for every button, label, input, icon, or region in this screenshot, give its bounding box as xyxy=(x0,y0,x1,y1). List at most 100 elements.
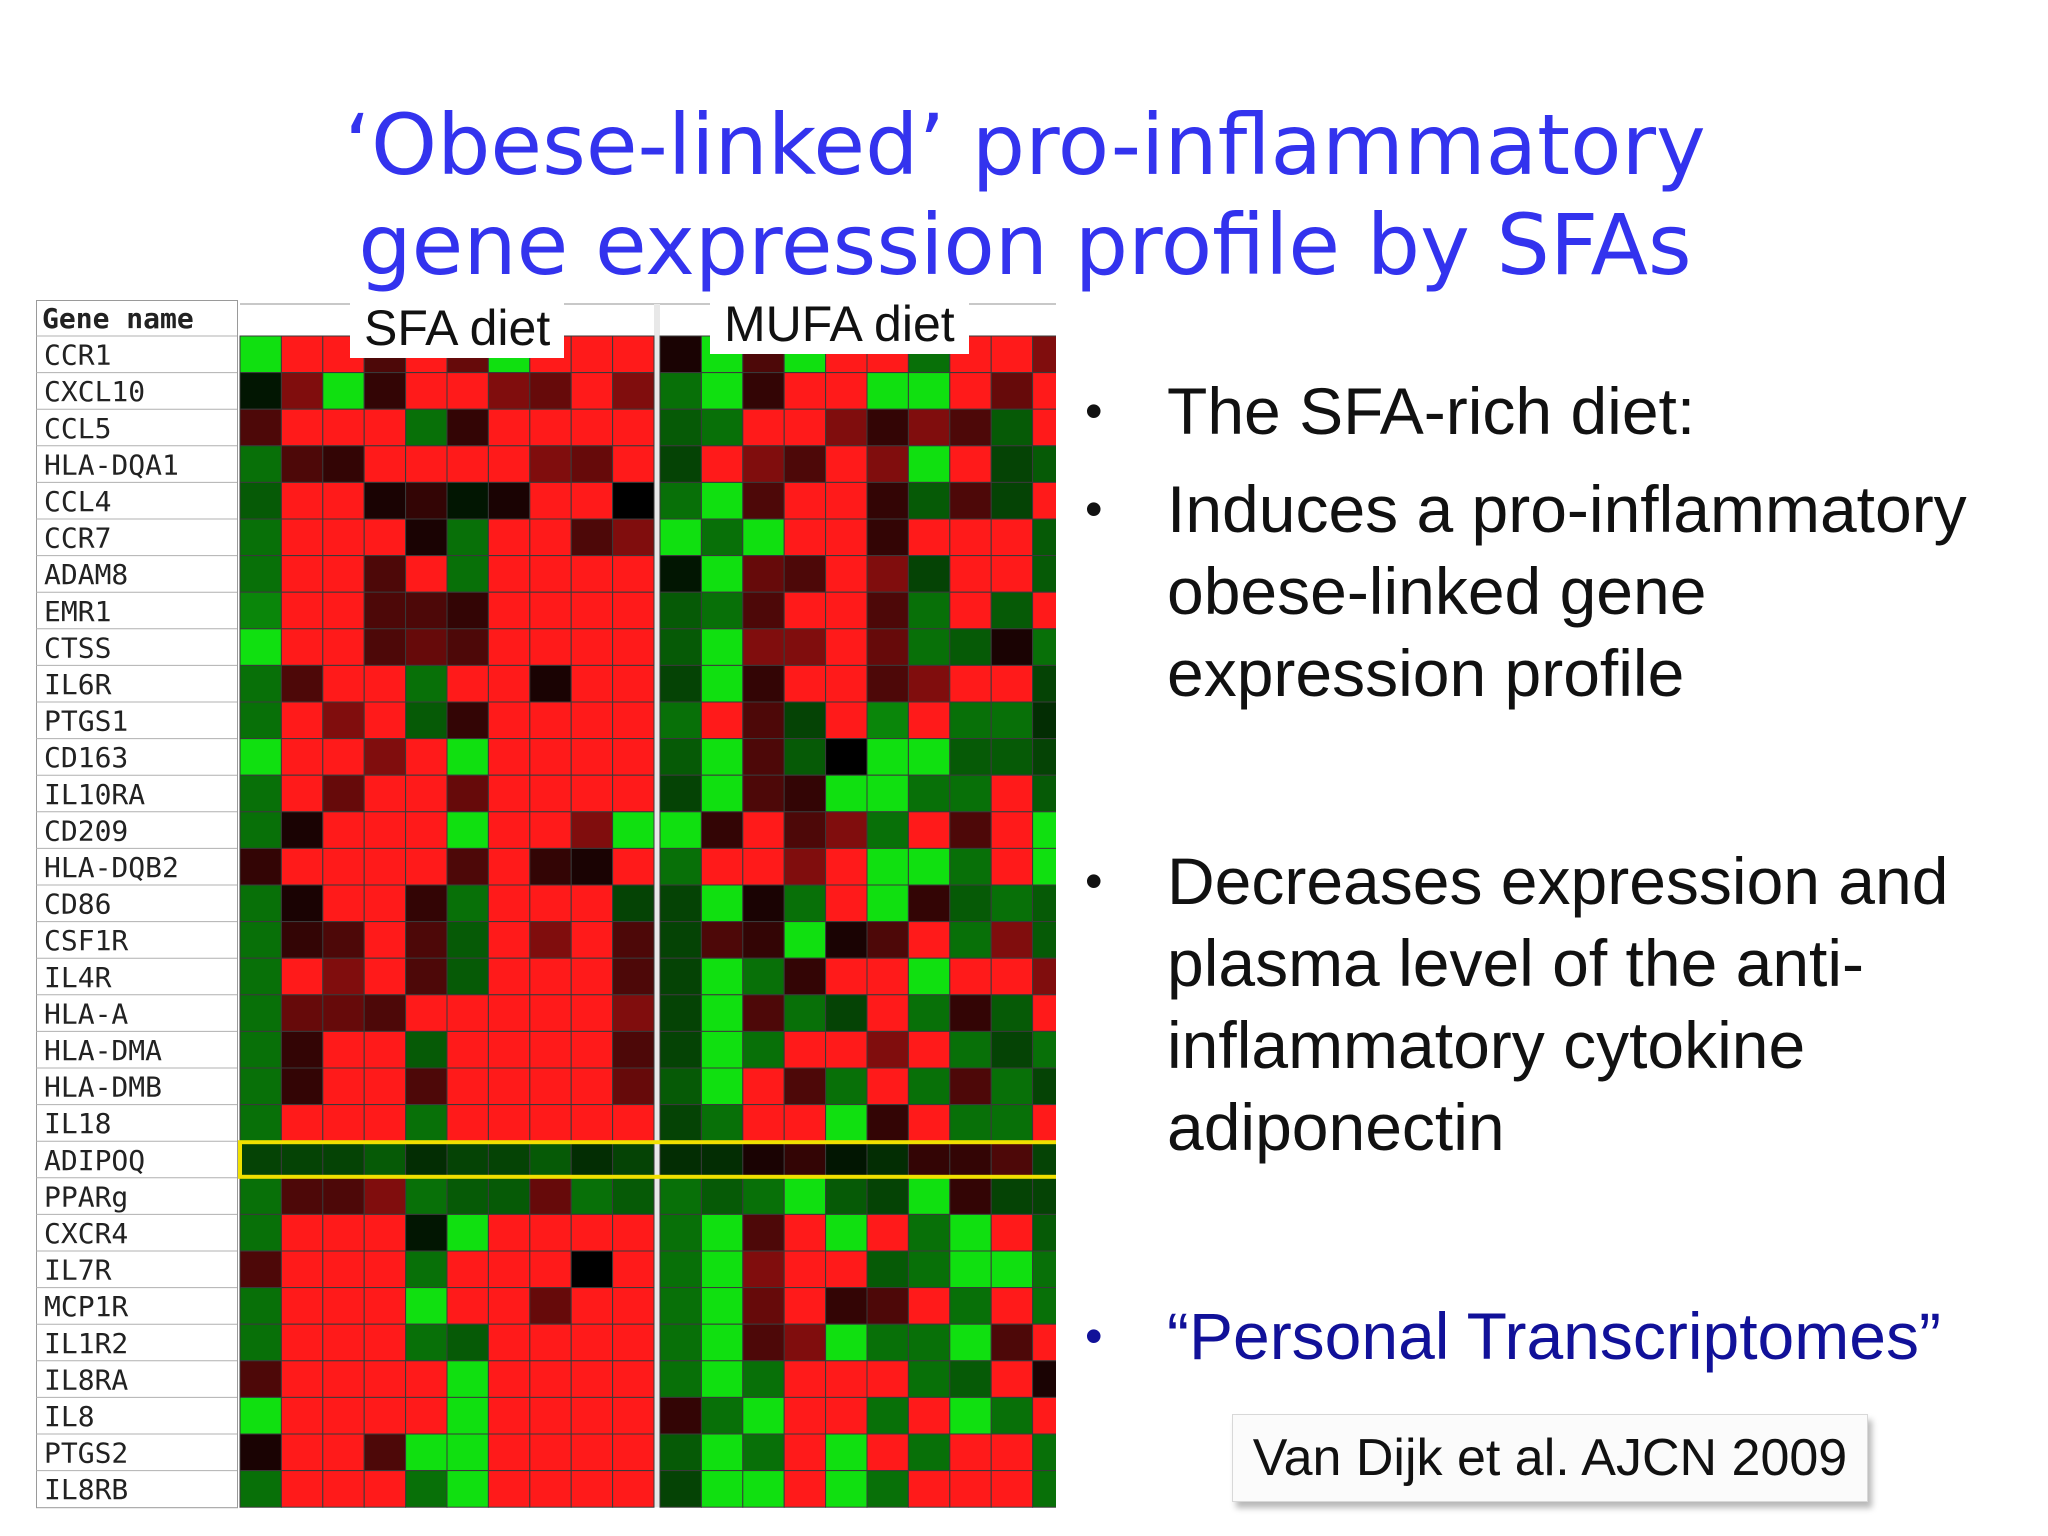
heatmap-cell xyxy=(949,1030,992,1069)
heatmap-cell xyxy=(405,481,448,520)
group-label-mufa-diet: MUFA diet xyxy=(710,294,969,354)
heatmap-cell xyxy=(990,1030,1034,1069)
heatmap-cell xyxy=(322,1360,365,1398)
heatmap-cell xyxy=(1032,1396,1056,1435)
heatmap-cell xyxy=(783,994,827,1032)
heatmap-cell xyxy=(700,738,744,776)
heatmap-cell xyxy=(529,1287,572,1325)
heatmap-cell xyxy=(280,664,324,703)
heatmap-cell xyxy=(280,555,324,593)
heatmap-cell xyxy=(825,1104,868,1142)
heatmap-cell xyxy=(783,811,827,849)
heatmap-cell xyxy=(405,1360,448,1398)
heatmap-cell xyxy=(742,591,785,630)
heatmap-cell xyxy=(700,884,744,923)
gene-label-hla-dmb: HLA-DMB xyxy=(44,1071,162,1104)
heatmap-cell xyxy=(783,555,827,593)
heatmap-cell xyxy=(866,994,909,1032)
heatmap-cell xyxy=(907,628,951,666)
heatmap-cell xyxy=(405,921,448,959)
citation-box: Van Dijk et al. AJCN 2009 xyxy=(1232,1414,1868,1502)
heatmap-cell xyxy=(783,445,827,483)
heatmap-cell xyxy=(742,1396,785,1435)
heatmap-cell xyxy=(742,921,785,959)
heatmap-cell xyxy=(825,884,868,923)
gene-name-column xyxy=(36,300,238,1509)
heatmap-cell xyxy=(280,811,324,849)
heatmap-cell xyxy=(659,994,702,1032)
gene-label-ctss: CTSS xyxy=(44,631,111,664)
heatmap-cell xyxy=(949,1433,992,1472)
heatmap-cell xyxy=(446,1396,489,1435)
heatmap-cell xyxy=(487,372,531,410)
heatmap-cell xyxy=(700,1213,744,1252)
heatmap-cell xyxy=(363,957,407,996)
heatmap-cell xyxy=(446,701,489,740)
heatmap-cell xyxy=(825,847,868,886)
heatmap-cell xyxy=(866,1323,909,1362)
heatmap-cell xyxy=(446,1213,489,1252)
heatmap-cell xyxy=(363,774,407,813)
heatmap-cell xyxy=(487,994,531,1032)
heatmap-cell xyxy=(742,774,785,813)
heatmap-cell xyxy=(1032,555,1056,593)
heatmap-cell xyxy=(612,591,655,630)
heatmap-cell xyxy=(700,1067,744,1106)
heatmap-cell xyxy=(405,1323,448,1362)
heatmap-cell xyxy=(322,518,365,557)
heatmap-cell xyxy=(1032,811,1056,849)
heatmap-cell xyxy=(612,335,655,374)
heatmap-cell xyxy=(529,1360,572,1398)
heatmap-cell xyxy=(990,1433,1034,1472)
bullet-item-decreases-adiponectin: • Decreases expression and plasma level … xyxy=(1085,840,2015,1168)
heatmap-cell xyxy=(487,1030,531,1069)
heatmap-cell xyxy=(322,1104,365,1142)
heatmap-cell xyxy=(529,1213,572,1252)
heatmap-cell xyxy=(363,1177,407,1215)
heatmap-cell xyxy=(1032,628,1056,666)
gene-label-il8ra: IL8RA xyxy=(44,1363,128,1396)
gene-label-il4r: IL4R xyxy=(44,961,112,994)
heatmap-cell xyxy=(990,1470,1034,1508)
gene-label-pparg: PPARg xyxy=(44,1180,128,1213)
heatmap-cell xyxy=(866,1396,909,1435)
heatmap-cell xyxy=(907,701,951,740)
heatmap-cell xyxy=(990,957,1034,996)
heatmap-cell xyxy=(487,628,531,666)
heatmap-cell xyxy=(742,1140,785,1179)
heatmap-cell xyxy=(446,811,489,849)
heatmap-cell xyxy=(570,774,614,813)
heatmap-cell xyxy=(949,372,992,410)
gene-label-ccl4: CCL4 xyxy=(44,485,111,518)
heatmap-cell xyxy=(1032,1287,1056,1325)
heatmap-cell xyxy=(659,628,702,666)
heatmap-cell xyxy=(907,445,951,483)
heatmap-cell xyxy=(783,1396,827,1435)
heatmap-cell xyxy=(783,738,827,776)
heatmap-cell xyxy=(612,1323,655,1362)
heatmap-cell xyxy=(322,1433,365,1472)
heatmap-cell xyxy=(742,1067,785,1106)
heatmap-cell xyxy=(280,884,324,923)
title-line-1: ‘Obese-linked’ pro-inflammatory xyxy=(344,96,1706,194)
heatmap-cell xyxy=(949,1287,992,1325)
heatmap-cell xyxy=(322,847,365,886)
heatmap-cell xyxy=(825,518,868,557)
heatmap-cell xyxy=(529,1177,572,1215)
heatmap-cell xyxy=(949,1360,992,1398)
heatmap-cell xyxy=(949,664,992,703)
heatmap-cell xyxy=(446,1030,489,1069)
heatmap-cell xyxy=(322,445,365,483)
heatmap-cell xyxy=(907,1250,951,1289)
heatmap-cell xyxy=(742,408,785,447)
heatmap-cell xyxy=(1032,1104,1056,1142)
heatmap-cell xyxy=(280,1030,324,1069)
heatmap-cell xyxy=(570,1030,614,1069)
gene-label-hla-dqb2: HLA-DQB2 xyxy=(44,851,179,884)
heatmap-cell xyxy=(742,445,785,483)
heatmap-cell xyxy=(783,1470,827,1508)
heatmap-cell xyxy=(1032,335,1056,374)
heatmap-cell xyxy=(529,481,572,520)
heatmap-cell xyxy=(363,591,407,630)
heatmap-cell xyxy=(700,591,744,630)
